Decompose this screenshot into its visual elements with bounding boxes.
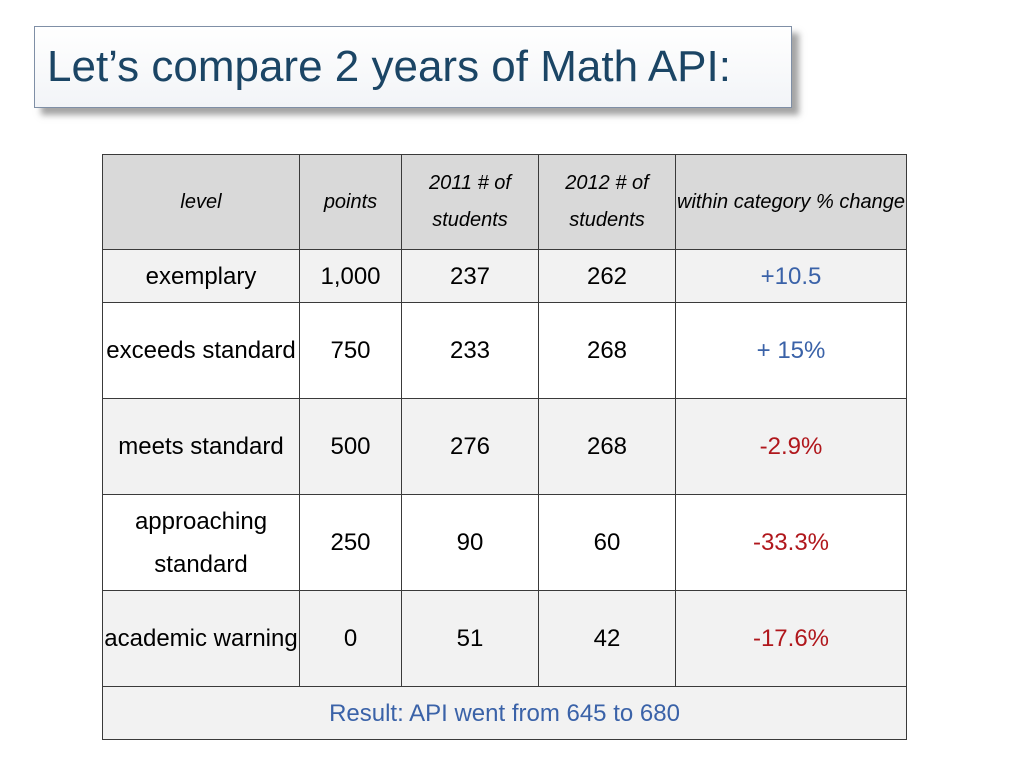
cell-2011: 90 [401, 494, 539, 591]
header-points: points [299, 154, 402, 250]
header-2012-students: 2012 # of students [538, 154, 676, 250]
cell-level: meets standard [102, 398, 300, 495]
table-row: meets standard 500 276 268 -2.9% [102, 398, 907, 495]
cell-points: 1,000 [299, 249, 402, 303]
cell-change: -2.9% [675, 398, 907, 495]
cell-level: academic warning [102, 590, 300, 687]
header-2011-students: 2011 # of students [401, 154, 539, 250]
table-row: academic warning 0 51 42 -17.6% [102, 590, 907, 687]
cell-points: 0 [299, 590, 402, 687]
cell-change: +10.5 [675, 249, 907, 303]
slide-title: Let’s compare 2 years of Math API: [47, 42, 731, 91]
header-level: level [102, 154, 300, 250]
cell-level: exemplary [102, 249, 300, 303]
cell-2012: 268 [538, 302, 676, 399]
title-box: Let’s compare 2 years of Math API: [34, 26, 792, 108]
cell-2011: 237 [401, 249, 539, 303]
cell-2012: 262 [538, 249, 676, 303]
cell-2011: 276 [401, 398, 539, 495]
header-row: level points 2011 # of students 2012 # o… [102, 154, 907, 250]
cell-change: -17.6% [675, 590, 907, 687]
cell-2012: 42 [538, 590, 676, 687]
result-row: Result: API went from 645 to 680 [102, 686, 907, 740]
table-row: approaching standard 250 90 60 -33.3% [102, 494, 907, 591]
cell-level: exceeds standard [102, 302, 300, 399]
cell-change: + 15% [675, 302, 907, 399]
table-row: exceeds standard 750 233 268 + 15% [102, 302, 907, 399]
cell-points: 750 [299, 302, 402, 399]
cell-points: 500 [299, 398, 402, 495]
cell-2011: 51 [401, 590, 539, 687]
cell-points: 250 [299, 494, 402, 591]
result-summary: Result: API went from 645 to 680 [102, 686, 907, 740]
cell-2012: 60 [538, 494, 676, 591]
cell-change: -33.3% [675, 494, 907, 591]
cell-level: approaching standard [102, 494, 300, 591]
header-percent-change: within category % change [675, 154, 907, 250]
table-row: exemplary 1,000 237 262 +10.5 [102, 249, 907, 303]
api-comparison-table: level points 2011 # of students 2012 # o… [102, 154, 907, 740]
cell-2012: 268 [538, 398, 676, 495]
cell-2011: 233 [401, 302, 539, 399]
